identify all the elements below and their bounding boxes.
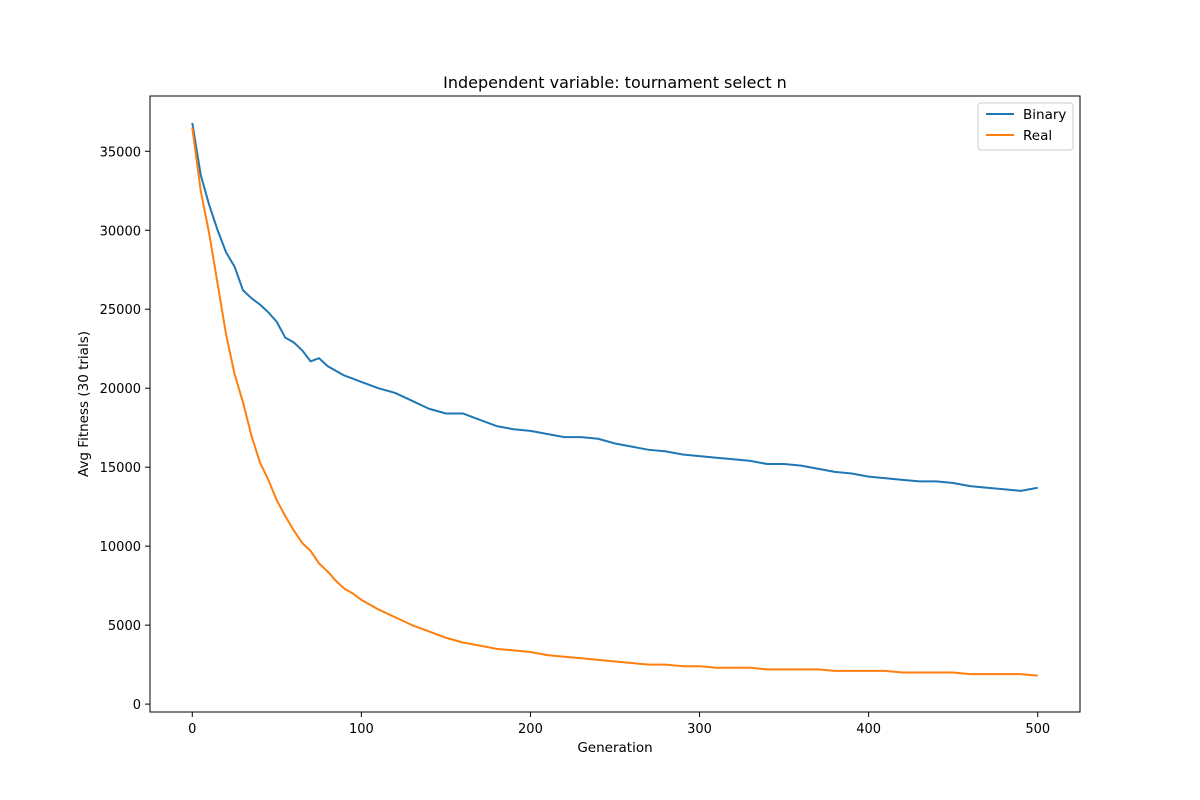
y-tick-label: 15000 [100, 461, 141, 476]
plot-frame [149, 95, 1081, 713]
x-tick-label: 100 [349, 722, 374, 737]
legend-label-real: Real [1023, 128, 1052, 144]
x-tick-label: 300 [687, 722, 712, 737]
x-tick-label: 200 [518, 722, 543, 737]
y-axis-label: Avg Fitness (30 trials) [76, 331, 92, 477]
y-tick-label: 10000 [100, 540, 141, 555]
series-line-real [191, 127, 1038, 677]
y-tick-label: 30000 [100, 224, 141, 239]
y-tick-label: 20000 [100, 382, 141, 397]
x-axis-label: Generation [577, 740, 652, 756]
x-tick-label: 500 [1025, 722, 1050, 737]
legend: Binary Real [977, 102, 1074, 151]
legend-label-binary: Binary [1023, 107, 1066, 123]
y-tick-label: 0 [133, 698, 141, 713]
x-axis: 0 100 200 300 400 500 [188, 712, 1050, 737]
y-tick-label: 25000 [100, 303, 141, 318]
y-tick-label: 5000 [108, 619, 141, 634]
chart-title: Independent variable: tournament select … [443, 73, 787, 92]
x-tick-label: 0 [188, 722, 196, 737]
series-layer [191, 122, 1038, 677]
y-axis: 0 5000 10000 15000 20000 25000 30000 35000 [100, 145, 150, 713]
series-line-binary [191, 122, 1038, 492]
x-tick-label: 400 [856, 722, 881, 737]
y-tick-label: 35000 [100, 145, 141, 160]
